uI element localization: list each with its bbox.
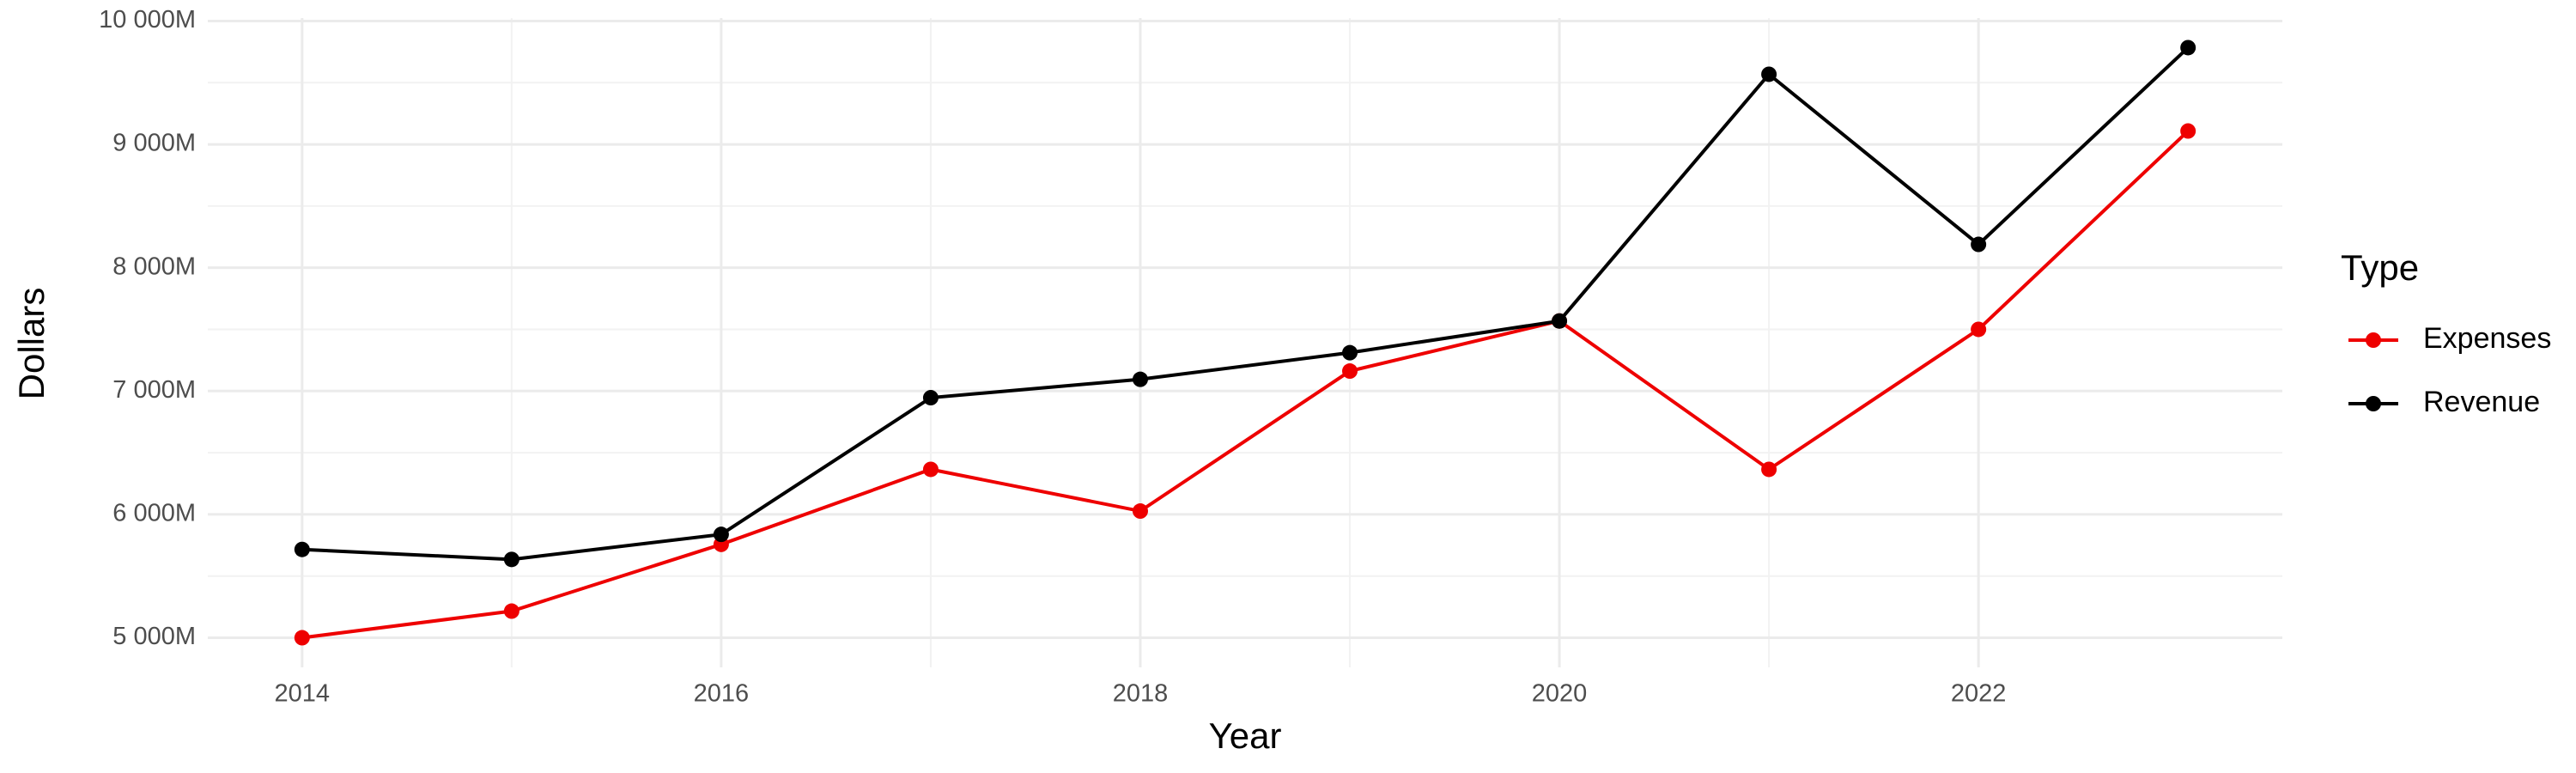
point [1971, 236, 1987, 253]
point [503, 603, 519, 619]
point [1132, 503, 1148, 520]
point [2180, 40, 2196, 56]
legend-label: Revenue [2423, 386, 2540, 418]
y-tick-label: 9 000M [112, 130, 196, 157]
point [922, 390, 939, 406]
x-tick-label: 2014 [275, 680, 331, 708]
x-tick-label: 2022 [1951, 680, 2007, 708]
point [294, 541, 310, 557]
point [1342, 344, 1358, 361]
point [503, 551, 519, 568]
series-line [301, 46, 2190, 562]
point [2180, 123, 2196, 139]
x-tick-label: 2020 [1532, 680, 1588, 708]
x-tick-label: 2018 [1113, 680, 1169, 708]
point [1552, 313, 1568, 329]
legend-label: Expenses [2423, 322, 2551, 355]
y-tick-label: 7 000M [112, 376, 196, 404]
point [922, 461, 939, 478]
point [1132, 371, 1148, 387]
point [294, 630, 310, 646]
point [713, 526, 729, 543]
point [1342, 363, 1358, 380]
y-tick-label: 6 000M [112, 500, 196, 527]
series-line [301, 130, 2190, 640]
y-tick-label: 5 000M [112, 623, 196, 650]
point [1971, 321, 1987, 338]
point [1761, 461, 1777, 478]
y-tick-label: 8 000M [112, 253, 196, 280]
legend-title: Type [2341, 247, 2419, 288]
y-tick-label: 10 000M [99, 6, 196, 33]
legend-key-point [2366, 396, 2381, 411]
point [1761, 66, 1777, 82]
y-axis-title: Dollars [11, 288, 52, 400]
x-tick-label: 2016 [694, 680, 750, 708]
legend-key-point [2366, 332, 2381, 348]
x-axis-title: Year [1209, 715, 1282, 756]
